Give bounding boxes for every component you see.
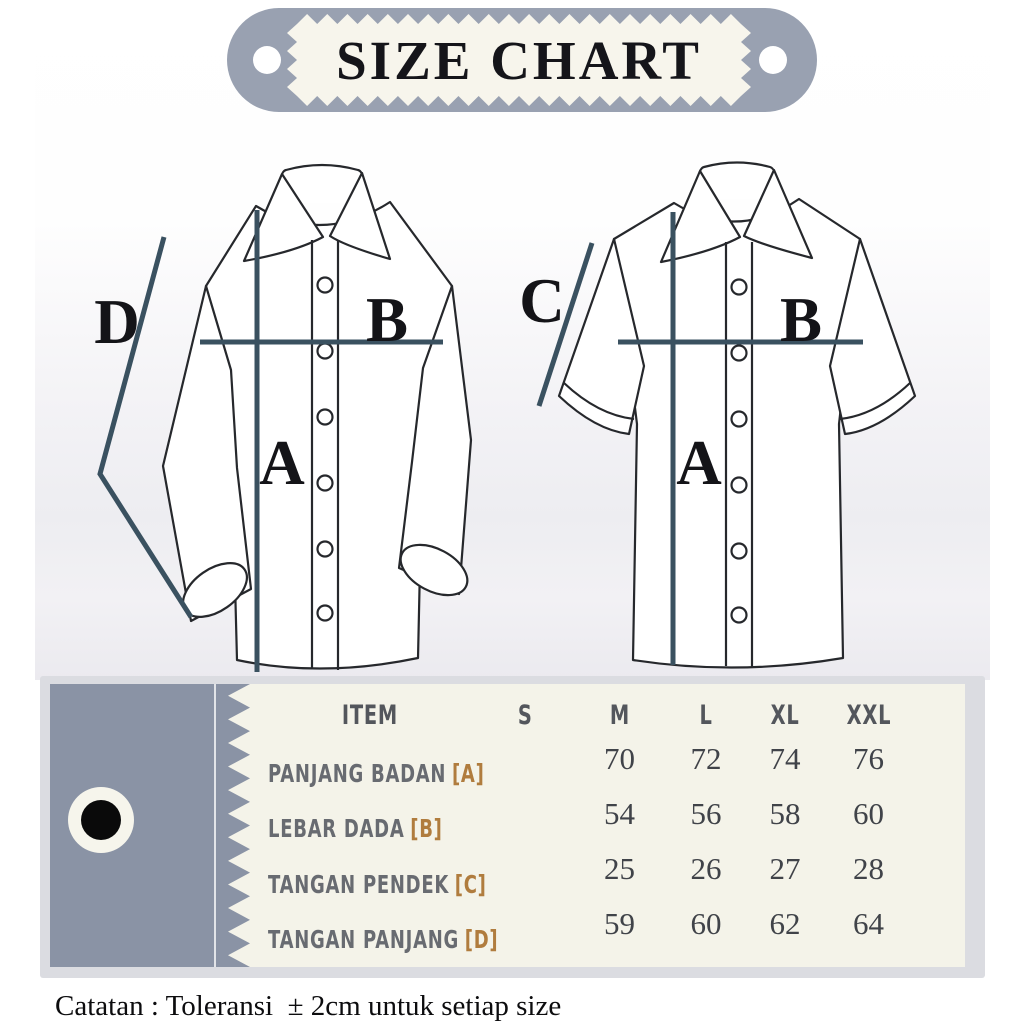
cell-value: 70 <box>604 740 635 776</box>
cell-value: 60 <box>853 795 884 831</box>
measure-line-d-long <box>97 236 194 619</box>
measure-letter-a-long: A <box>259 428 305 498</box>
hang-tag-fold-line <box>214 684 216 967</box>
long-sleeve-shirt-drawing <box>161 163 473 670</box>
grommet-hole-icon <box>81 800 121 840</box>
shirt-sleeve-left <box>557 237 646 436</box>
row-label-tangan-pendek: TANGAN PENDEK [C] <box>228 857 486 912</box>
column-header-item: ITEM <box>341 699 399 731</box>
shirt-placket <box>724 242 754 668</box>
size-chart-banner: SIZE CHART <box>227 8 817 112</box>
measure-letter-d: D <box>94 287 140 357</box>
grommet-icon <box>68 787 134 853</box>
measure-letter-c: C <box>519 266 565 336</box>
banner-hole-left-icon <box>253 46 281 74</box>
size-table-panel: ITEM S M L XL XXL PANJANG BADAN [A] 70 72… <box>228 684 965 967</box>
column-header-xl: XL <box>770 699 800 731</box>
shirt-buttons <box>730 278 748 624</box>
column-header-xxl: XXL <box>846 699 891 731</box>
cell-value: 74 <box>769 740 801 776</box>
row-label-tangan-panjang: TANGAN PANJANG [D] <box>228 912 498 967</box>
row-label-text: PANJANG BADAN <box>268 759 447 789</box>
size-table: ITEM S M L XL XXL PANJANG BADAN [A] 70 72… <box>228 684 965 967</box>
shirt-placket <box>310 240 340 670</box>
cell-value: 27 <box>769 851 801 887</box>
row-label-bracket: [A] <box>451 759 485 789</box>
cell-value: 25 <box>604 851 635 887</box>
shirt-buttons <box>316 276 334 622</box>
shirt-sleeve-band-left <box>563 382 635 421</box>
shirt-collar-leaf-right <box>742 168 814 260</box>
page-title: SIZE CHART <box>336 29 702 91</box>
shirt-sleeve-right <box>828 237 917 436</box>
row-label-text: TANGAN PENDEK <box>268 869 450 899</box>
column-header-s: S <box>517 699 533 731</box>
cell-value: 59 <box>604 906 635 942</box>
measure-line-c-short <box>536 242 595 407</box>
measure-letter-b-short: B <box>779 285 823 355</box>
column-header-l: L <box>699 699 713 731</box>
cell-value: 60 <box>690 906 722 942</box>
row-label-bracket: [C] <box>454 869 487 899</box>
cell-value: 72 <box>690 740 722 776</box>
cell-value: 58 <box>769 795 801 831</box>
cell-value: 56 <box>690 795 722 831</box>
row-label-panjang-badan: PANJANG BADAN [A] <box>228 746 484 801</box>
cell-value: 76 <box>853 740 884 776</box>
cell-value <box>478 731 572 786</box>
size-table-card: ITEM S M L XL XXL PANJANG BADAN [A] 70 72… <box>40 676 985 978</box>
shirt-cuff-right <box>399 543 469 597</box>
measure-letter-a-short: A <box>676 428 722 498</box>
cell-value: 64 <box>853 906 884 942</box>
cell-value: 62 <box>769 906 801 942</box>
cell-value: 26 <box>690 851 722 887</box>
cell-value <box>478 897 572 952</box>
measurement-lines <box>97 210 863 672</box>
shirt-sleeve-band-right <box>839 382 911 421</box>
cell-value: 28 <box>853 851 884 887</box>
shirt-collar-leaf-right <box>328 171 392 261</box>
cell-value: 54 <box>604 795 635 831</box>
cell-value <box>478 842 572 897</box>
banner-zigzag-label: SIZE CHART <box>287 14 751 106</box>
column-header-m: M <box>609 699 630 731</box>
shirt-collar-leaf-left <box>659 169 742 264</box>
measure-letter-b-long: B <box>365 285 409 355</box>
row-label-lebar-dada: LEBAR DADA [B] <box>228 801 478 856</box>
shirt-sleeve-left <box>161 284 253 623</box>
cell-value <box>478 786 572 841</box>
row-label-bracket: [B] <box>410 814 443 844</box>
shirt-diagram <box>97 161 917 672</box>
shirt-collar-leaf-left <box>242 172 325 263</box>
row-label-text: TANGAN PANJANG <box>268 924 460 954</box>
tolerance-note: Catatan : Toleransi ± 2cm untuk setiap s… <box>55 990 562 1022</box>
shirt-sleeve-right <box>397 284 473 596</box>
row-label-bracket: [D] <box>464 924 499 954</box>
banner-hole-right-icon <box>759 46 787 74</box>
row-label-text: LEBAR DADA <box>268 814 405 844</box>
short-sleeve-shirt-drawing <box>557 161 917 669</box>
